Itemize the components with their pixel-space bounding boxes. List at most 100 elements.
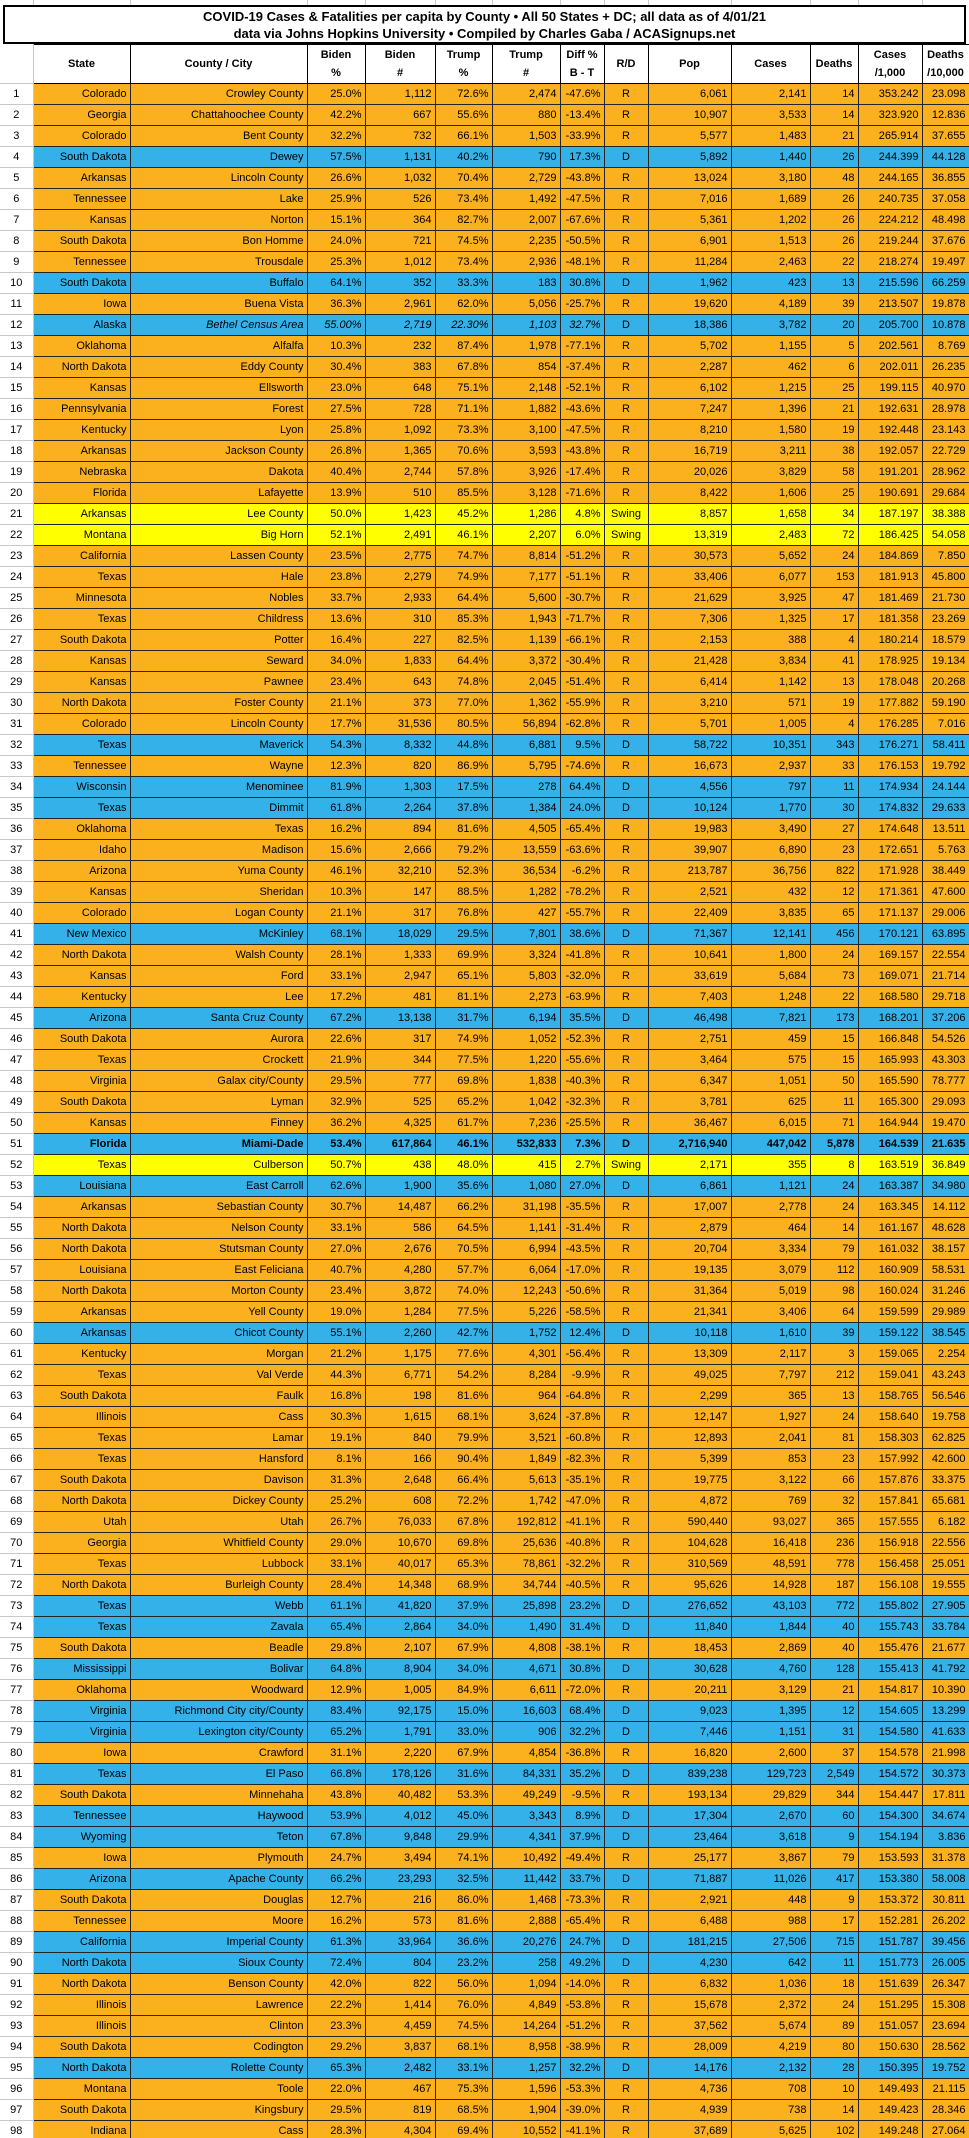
col-header-cases: Cases (730, 44, 811, 84)
cell-state: South Dakota (32, 1637, 131, 1659)
cell-biden_pct: 29.5% (306, 1070, 366, 1092)
cell-r_d: R (603, 839, 649, 861)
cell-diff_pct: 37.9% (559, 1826, 605, 1848)
cell-state: Tennessee (32, 755, 131, 777)
cell-cases_per_1k: 150.630 (857, 2036, 923, 2058)
cell-diff_pct: -47.5% (559, 419, 605, 441)
cell-county: Santa Cruz County (129, 1007, 308, 1029)
cell-deaths_per_10k: 17.811 (921, 1784, 969, 1806)
cell-cases_per_1k: 154.580 (857, 1721, 923, 1743)
cell-deaths_per_10k: 29.718 (921, 986, 969, 1008)
cell-pop: 23,464 (647, 1826, 732, 1848)
cell-cases_per_1k: 157.992 (857, 1448, 923, 1470)
cell-rank: 76 (0, 1658, 34, 1680)
cell-trump_num: 1,141 (491, 1217, 561, 1239)
cell-deaths: 30 (809, 797, 859, 819)
cell-state: Arkansas (32, 440, 131, 462)
cell-cases_per_1k: 153.593 (857, 1847, 923, 1869)
cell-r_d: R (603, 545, 649, 567)
cell-county: Buena Vista (129, 293, 308, 315)
cell-pop: 95,626 (647, 1574, 732, 1596)
cell-cases: 11,026 (730, 1868, 811, 1890)
cell-pop: 4,736 (647, 2078, 732, 2100)
cell-state: Tennessee (32, 1805, 131, 1827)
cell-cases: 1,151 (730, 1721, 811, 1743)
cell-cases_per_1k: 160.909 (857, 1259, 923, 1281)
cell-r_d: R (603, 1742, 649, 1764)
cell-pop: 58,722 (647, 734, 732, 756)
cell-deaths: 37 (809, 1742, 859, 1764)
cell-cases_per_1k: 170.121 (857, 923, 923, 945)
cell-cases: 10,351 (730, 734, 811, 756)
cell-cases: 6,077 (730, 566, 811, 588)
cell-rank: 44 (0, 986, 34, 1008)
cell-county: Rolette County (129, 2057, 308, 2079)
cell-trump_pct: 66.1% (434, 125, 493, 147)
cell-cases: 1,142 (730, 671, 811, 693)
cell-pop: 30,573 (647, 545, 732, 567)
cell-trump_pct: 23.2% (434, 1952, 493, 1974)
gridline-tick (435, 0, 436, 5)
cell-state: Utah (32, 1511, 131, 1533)
cell-r_d: D (603, 1826, 649, 1848)
cell-cases: 2,483 (730, 524, 811, 546)
cell-cases: 3,129 (730, 1679, 811, 1701)
cell-county: Toole (129, 2078, 308, 2100)
table-row: 39 Kansas Sheridan 10.3% 147 88.5% 1,282 -78.2%… (0, 881, 969, 903)
cell-trump_num: 183 (491, 272, 561, 294)
cell-biden_pct: 65.3% (306, 2057, 366, 2079)
cell-deaths: 38 (809, 440, 859, 462)
cell-cases: 5,652 (730, 545, 811, 567)
cell-biden_num: 352 (364, 272, 436, 294)
cell-cases_per_1k: 192.057 (857, 440, 923, 462)
cell-trump_num: 880 (491, 104, 561, 126)
cell-trump_pct: 64.4% (434, 587, 493, 609)
table-row: 81 Texas El Paso 66.8% 178,126 31.6% 84,331 35.… (0, 1763, 969, 1785)
cell-cases_per_1k: 192.448 (857, 419, 923, 441)
cell-cases: 14,928 (730, 1574, 811, 1596)
cell-diff_pct: -51.2% (559, 2015, 605, 2037)
cell-biden_pct: 31.1% (306, 1742, 366, 1764)
cell-trump_pct: 73.4% (434, 188, 493, 210)
cell-rank: 24 (0, 566, 34, 588)
cell-county: Dimmit (129, 797, 308, 819)
cell-rank: 39 (0, 881, 34, 903)
cell-pop: 4,230 (647, 1952, 732, 1974)
cell-biden_num: 586 (364, 1217, 436, 1239)
cell-cases_per_1k: 224.212 (857, 209, 923, 231)
cell-cases_per_1k: 160.024 (857, 1280, 923, 1302)
cell-cases_per_1k: 190.691 (857, 482, 923, 504)
cell-cases_per_1k: 159.599 (857, 1301, 923, 1323)
cell-trump_num: 2,148 (491, 377, 561, 399)
cell-deaths_per_10k: 7.016 (921, 713, 969, 735)
cell-deaths: 39 (809, 1322, 859, 1344)
cell-biden_pct: 21.1% (306, 692, 366, 714)
cell-cases: 16,418 (730, 1532, 811, 1554)
cell-trump_pct: 66.4% (434, 1469, 493, 1491)
cell-diff_pct: -56.4% (559, 1343, 605, 1365)
table-row: 27 South Dakota Potter 16.4% 227 82.5% 1,139 -6… (0, 629, 969, 651)
table-row: 67 South Dakota Davison 31.3% 2,648 66.4% 5,61… (0, 1469, 969, 1491)
table-row: 70 Georgia Whitfield County 29.0% 10,670 69.8… (0, 1532, 969, 1554)
cell-county: Webb (129, 1595, 308, 1617)
cell-cases_per_1k: 151.773 (857, 1952, 923, 1974)
cell-trump_num: 3,624 (491, 1406, 561, 1428)
cell-cases_per_1k: 174.648 (857, 818, 923, 840)
cell-trump_pct: 40.2% (434, 146, 493, 168)
cell-biden_num: 1,092 (364, 419, 436, 441)
cell-biden_num: 481 (364, 986, 436, 1008)
cell-diff_pct: -55.7% (559, 902, 605, 924)
cell-biden_pct: 12.7% (306, 1889, 366, 1911)
cell-pop: 193,134 (647, 1784, 732, 1806)
cell-deaths_per_10k: 28.346 (921, 2099, 969, 2121)
cell-pop: 2,716,940 (647, 1133, 732, 1155)
cell-cases_per_1k: 159.122 (857, 1322, 923, 1344)
cell-trump_num: 1,849 (491, 1448, 561, 1470)
cell-deaths_per_10k: 47.600 (921, 881, 969, 903)
cell-trump_num: 1,384 (491, 797, 561, 819)
cell-state: Kansas (32, 671, 131, 693)
cell-biden_pct: 21.2% (306, 1343, 366, 1365)
cell-trump_num: 4,301 (491, 1343, 561, 1365)
cell-biden_num: 216 (364, 1889, 436, 1911)
cell-diff_pct: 17.3% (559, 146, 605, 168)
